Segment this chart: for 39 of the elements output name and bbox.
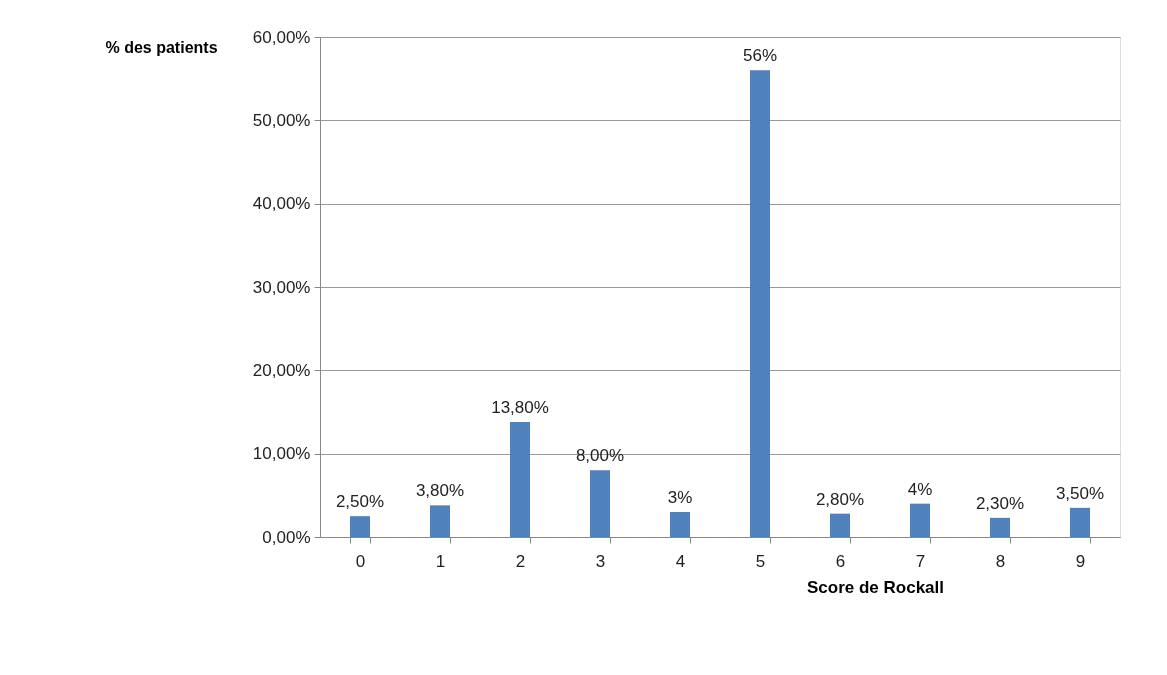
x-tick-label: 4 <box>675 551 686 571</box>
y-tick-label: 0,00% <box>262 527 311 547</box>
data-label: 3% <box>667 488 693 507</box>
bar <box>510 422 530 537</box>
x-tick-label: 9 <box>1075 551 1086 571</box>
bar <box>990 517 1010 537</box>
x-tick-label: 1 <box>435 551 446 571</box>
bar <box>590 470 610 537</box>
x-axis-title: Score de Rockall <box>806 577 945 597</box>
bar <box>670 512 690 537</box>
data-label: 13,80% <box>491 398 549 417</box>
x-tick-label: 5 <box>755 551 766 571</box>
x-tick-label: 6 <box>835 551 846 571</box>
bar <box>1070 507 1090 537</box>
bar <box>830 513 850 537</box>
bar <box>350 516 370 537</box>
data-label: 2,50% <box>335 492 385 512</box>
bar <box>910 503 930 537</box>
y-tick-label: 60,00% <box>252 27 311 47</box>
data-label: 3,80% <box>415 481 465 501</box>
data-label: 3,50% <box>1055 483 1105 503</box>
data-label: 56% <box>742 46 778 66</box>
data-label: 2,30% <box>975 493 1025 513</box>
x-tick-label: 0 <box>355 551 366 571</box>
x-tick-label: 8 <box>995 551 1006 571</box>
y-tick-label: 20,00% <box>252 360 311 380</box>
data-label: 8,00% <box>575 446 625 466</box>
x-tick-label: 7 <box>915 551 926 571</box>
x-tick-label: 3 <box>595 551 606 571</box>
y-axis-title: % des patients <box>105 38 218 56</box>
y-tick-label: 30,00% <box>252 277 311 297</box>
bar <box>750 70 770 537</box>
y-tick-label: 40,00% <box>252 194 311 214</box>
y-tick-label: 10,00% <box>252 444 311 464</box>
x-tick-label: 2 <box>515 551 526 571</box>
data-label: 2,80% <box>815 489 865 509</box>
y-tick-label: 50,00% <box>252 110 311 130</box>
data-label: 4% <box>907 479 933 499</box>
bar <box>430 505 450 537</box>
